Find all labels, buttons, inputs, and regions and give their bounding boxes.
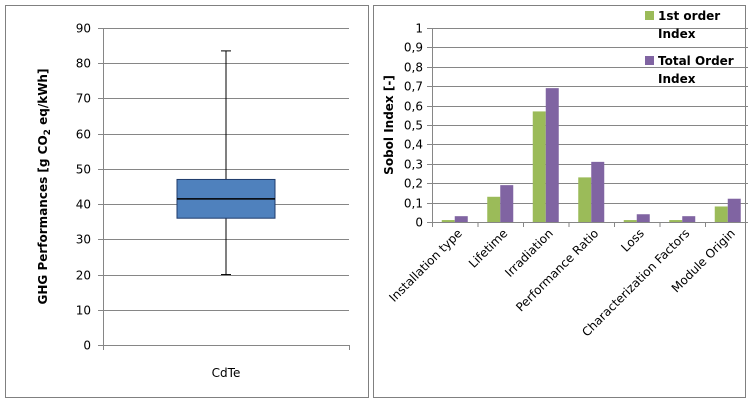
boxplot-y-axis-label: GHG Performances [g CO2 eq/kWh]	[36, 69, 53, 305]
bar-chart-y-tick-label: 1	[415, 22, 423, 36]
boxplot-y-tick-label: 40	[76, 198, 91, 212]
boxplot-y-tick-label: 90	[76, 22, 91, 36]
bar-chart-y-tick-label: 0,9	[404, 41, 423, 55]
bar-1st-order	[532, 111, 546, 222]
boxplot-y-tick-label: 60	[76, 128, 91, 142]
bar-chart-y-tick-label: 0,5	[404, 119, 423, 133]
legend-swatch	[645, 11, 654, 20]
bar-total-order	[454, 216, 468, 222]
boxplot-y-tick-label: 80	[76, 57, 91, 71]
bar-total-order	[636, 214, 650, 222]
bar-chart-y-tick-label: 0,1	[404, 197, 423, 211]
boxplot-y-tick-label: 20	[76, 269, 91, 283]
legend-swatch	[645, 56, 654, 65]
bar-chart-y-axis-label: Sobol Index [-]	[382, 75, 396, 175]
legend-label: Total Order Index	[658, 54, 734, 86]
boxplot-y-tick-label: 10	[76, 304, 91, 318]
bar-chart-bars	[441, 88, 741, 222]
boxplot-axes	[98, 28, 350, 350]
boxplot-y-tick-label: 70	[76, 92, 91, 106]
boxplot-category-label: CdTe	[212, 366, 241, 380]
bar-total-order	[727, 198, 741, 222]
legend-label: 1st order Index	[658, 9, 720, 41]
bar-1st-order	[487, 196, 501, 222]
bar-chart-legend: 1st order Index Total Order Index	[645, 9, 734, 86]
boxplot-y-tick-label: 0	[83, 339, 91, 353]
bar-1st-order	[669, 220, 683, 222]
boxplot-y-tick-label: 30	[76, 233, 91, 247]
boxplot-y-tick-label: 50	[76, 163, 91, 177]
bar-chart-axes	[427, 28, 748, 227]
bar-1st-order	[714, 206, 728, 222]
bar-chart-y-tick-label: 0,7	[404, 80, 423, 94]
bar-1st-order	[578, 177, 592, 222]
bar-total-order	[682, 216, 696, 222]
bar-total-order	[500, 185, 514, 222]
bar-1st-order	[441, 220, 455, 222]
bar-chart-y-tick-label: 0	[415, 216, 423, 230]
right-panel-frame	[373, 5, 746, 398]
bar-chart-y-tick-label: 0,4	[404, 138, 423, 152]
boxplot-marks	[176, 50, 276, 276]
bar-chart-y-tick-label: 0,6	[404, 100, 423, 114]
boxplot-y-tick-labels: 0 10 20 30 40 50 60 70 80 90	[76, 22, 91, 353]
bar-chart-y-tick-labels: 0 0,1 0,2 0,3 0,4 0,5 0,6 0,7 0,8 0,9 1	[404, 22, 423, 230]
bar-1st-order	[623, 220, 637, 222]
bar-total-order	[591, 161, 605, 222]
bar-total-order	[545, 88, 559, 222]
bar-chart-y-tick-label: 0,2	[404, 177, 423, 191]
bar-chart-y-tick-label: 0,8	[404, 61, 423, 75]
bar-chart-y-tick-label: 0,3	[404, 158, 423, 172]
